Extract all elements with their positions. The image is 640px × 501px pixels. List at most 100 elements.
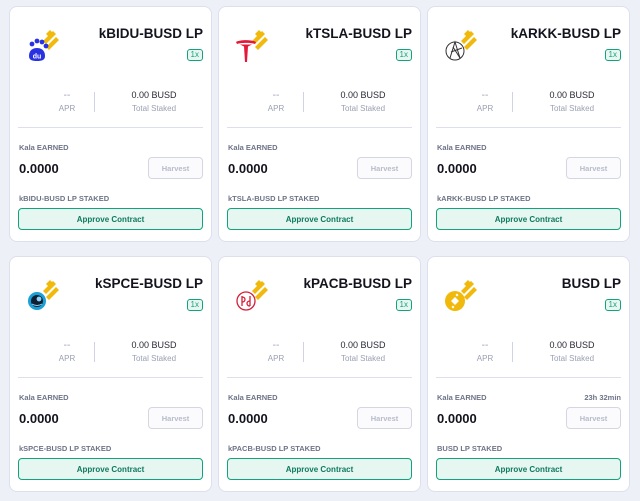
- token-pair-logo: [231, 29, 271, 69]
- apr-label: APR: [267, 104, 285, 113]
- baidu-icon: du: [29, 38, 49, 61]
- approve-contract-button[interactable]: Approve Contract: [436, 208, 621, 230]
- farm-card-busd: BUSD LP 1x -- APR 0.00 BUSD Total Staked…: [427, 256, 630, 492]
- token-pair-logo: du: [22, 29, 62, 69]
- stats-divider: [94, 92, 95, 112]
- harvest-button[interactable]: Harvest: [148, 157, 203, 179]
- apr-label: APR: [476, 354, 494, 363]
- section-divider: [227, 377, 412, 378]
- harvest-button[interactable]: Harvest: [566, 407, 621, 429]
- busd-badge-icon: [461, 30, 477, 50]
- approve-contract-button[interactable]: Approve Contract: [18, 208, 203, 230]
- total-staked-value: 0.00 BUSD: [340, 340, 386, 350]
- earned-value: 0.0000: [437, 161, 477, 176]
- earned-value: 0.0000: [19, 411, 59, 426]
- farm-title: kSPCE-BUSD LP: [94, 276, 203, 291]
- harvest-button[interactable]: Harvest: [357, 407, 412, 429]
- staked-label: kARKK-BUSD LP STAKED: [437, 194, 531, 203]
- earned-label: Kala EARNED: [437, 143, 487, 152]
- harvest-button[interactable]: Harvest: [357, 157, 412, 179]
- multiplier-badge: 1x: [186, 299, 203, 311]
- token-pair-logo: [22, 279, 62, 319]
- total-staked-label: Total Staked: [340, 354, 386, 363]
- section-divider: [18, 127, 203, 128]
- pacbio-icon: [236, 291, 256, 311]
- section-divider: [436, 377, 621, 378]
- farm-card-kpacb: kPACB-BUSD LP 1x -- APR 0.00 BUSD Total …: [218, 256, 421, 492]
- apr-value: --: [63, 90, 71, 101]
- farm-stats: -- APR 0.00 BUSD Total Staked: [10, 337, 211, 371]
- multiplier-badge: 1x: [186, 49, 203, 61]
- apr-value: --: [272, 90, 280, 101]
- earned-label: Kala EARNED: [19, 143, 69, 152]
- apr-label: APR: [58, 354, 76, 363]
- farm-title: kPACB-BUSD LP: [303, 276, 412, 291]
- virgin-galactic-icon: [28, 292, 46, 310]
- busd-badge-icon: [43, 30, 59, 50]
- harvest-button[interactable]: Harvest: [148, 407, 203, 429]
- farm-title: BUSD LP: [561, 276, 621, 291]
- apr-value: --: [272, 340, 280, 351]
- total-staked-value: 0.00 BUSD: [549, 340, 595, 350]
- earned-label: Kala EARNED: [228, 143, 278, 152]
- farm-title: kARKK-BUSD LP: [510, 26, 621, 41]
- section-divider: [18, 377, 203, 378]
- total-staked-label: Total Staked: [340, 104, 386, 113]
- ark-invest-icon: [445, 40, 465, 61]
- apr-label: APR: [267, 354, 285, 363]
- tesla-icon: [236, 40, 256, 62]
- multiplier-badge: 1x: [604, 49, 621, 61]
- harvest-button[interactable]: Harvest: [566, 157, 621, 179]
- section-divider: [227, 127, 412, 128]
- stats-divider: [94, 342, 95, 362]
- earned-label: Kala EARNED: [437, 393, 487, 402]
- stats-divider: [512, 92, 513, 112]
- earned-value: 0.0000: [228, 411, 268, 426]
- multiplier-badge: 1x: [395, 299, 412, 311]
- farm-stats: -- APR 0.00 BUSD Total Staked: [428, 337, 629, 371]
- staked-label: kBIDU-BUSD LP STAKED: [19, 194, 110, 203]
- farm-card-kbidu: du kBIDU-BUSD LP 1x -- APR 0.00 BUSD Tot…: [9, 6, 212, 242]
- apr-label: APR: [476, 104, 494, 113]
- busd-badge-icon: [43, 280, 59, 300]
- staked-label: kSPCE-BUSD LP STAKED: [19, 444, 112, 453]
- total-staked-value: 0.00 BUSD: [549, 90, 595, 100]
- total-staked-label: Total Staked: [131, 354, 177, 363]
- busd-badge-icon: [252, 280, 268, 300]
- harvest-countdown: 23h 32min: [584, 393, 621, 402]
- farm-stats: -- APR 0.00 BUSD Total Staked: [10, 87, 211, 121]
- earned-label: Kala EARNED: [19, 393, 69, 402]
- earned-value: 0.0000: [228, 161, 268, 176]
- multiplier-badge: 1x: [604, 299, 621, 311]
- apr-value: --: [481, 90, 489, 101]
- total-staked-label: Total Staked: [131, 104, 177, 113]
- staked-label: kPACB-BUSD LP STAKED: [228, 444, 321, 453]
- token-pair-logo: [440, 279, 480, 319]
- svg-text:du: du: [33, 54, 42, 61]
- farm-stats: -- APR 0.00 BUSD Total Staked: [219, 87, 420, 121]
- token-pair-logo: [440, 29, 480, 69]
- total-staked-label: Total Staked: [549, 354, 595, 363]
- approve-contract-button[interactable]: Approve Contract: [18, 458, 203, 480]
- multiplier-badge: 1x: [395, 49, 412, 61]
- apr-value: --: [63, 340, 71, 351]
- approve-contract-button[interactable]: Approve Contract: [227, 208, 412, 230]
- apr-label: APR: [58, 104, 76, 113]
- approve-contract-button[interactable]: Approve Contract: [227, 458, 412, 480]
- busd-badge-icon: [461, 280, 477, 300]
- staked-label: kTSLA-BUSD LP STAKED: [228, 194, 320, 203]
- stats-divider: [512, 342, 513, 362]
- approve-contract-button[interactable]: Approve Contract: [436, 458, 621, 480]
- earned-value: 0.0000: [19, 161, 59, 176]
- stats-divider: [303, 342, 304, 362]
- earned-label: Kala EARNED: [228, 393, 278, 402]
- stats-divider: [303, 92, 304, 112]
- busd-icon: [445, 291, 465, 311]
- farm-title: kTSLA-BUSD LP: [305, 26, 412, 41]
- farm-card-kspce: kSPCE-BUSD LP 1x -- APR 0.00 BUSD Total …: [9, 256, 212, 492]
- farm-title: kBIDU-BUSD LP: [98, 26, 203, 41]
- staked-label: BUSD LP STAKED: [437, 444, 503, 453]
- total-staked-value: 0.00 BUSD: [340, 90, 386, 100]
- token-pair-logo: [231, 279, 271, 319]
